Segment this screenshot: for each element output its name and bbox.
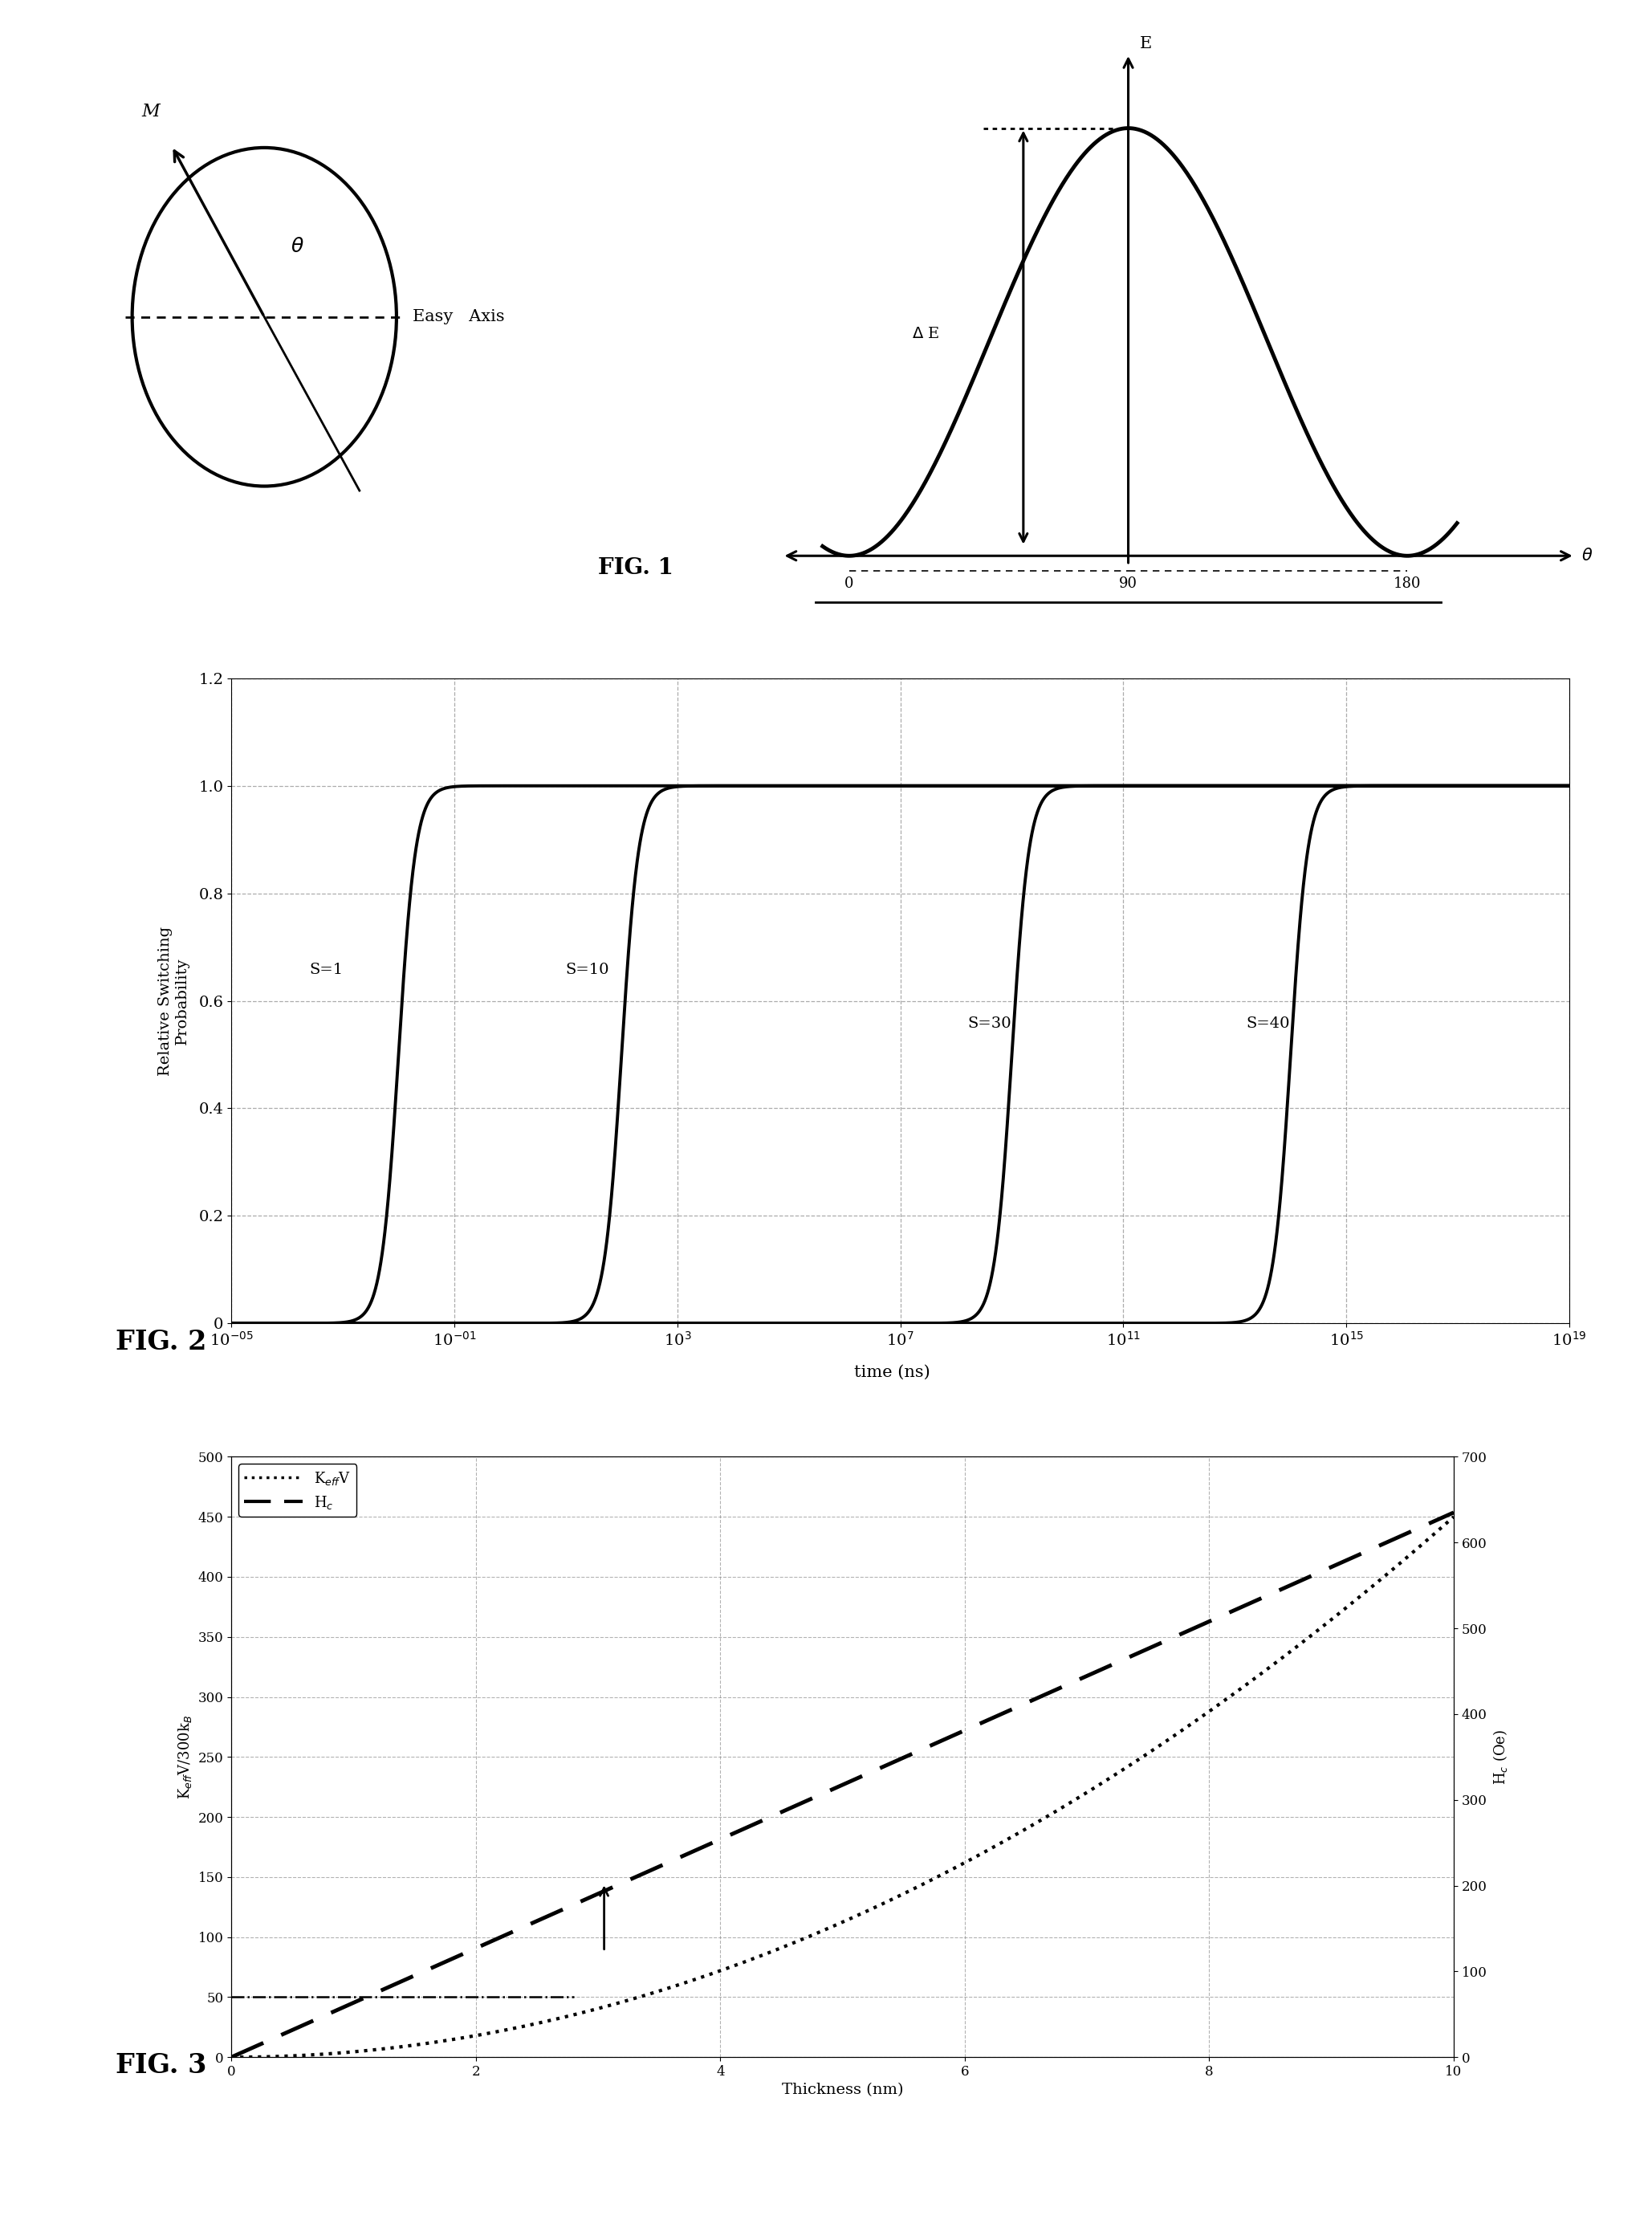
Text: S=1: S=1 xyxy=(309,963,344,976)
Text: FIG. 3: FIG. 3 xyxy=(116,2053,206,2079)
Text: S=40: S=40 xyxy=(1246,1016,1290,1032)
Y-axis label: K$_{eff}$V/300k$_{B}$: K$_{eff}$V/300k$_{B}$ xyxy=(177,1715,193,1799)
Text: Easy   Axis: Easy Axis xyxy=(413,309,504,325)
Y-axis label: H$_c$ (Oe): H$_c$ (Oe) xyxy=(1492,1730,1510,1784)
Text: S=30: S=30 xyxy=(966,1016,1011,1032)
X-axis label: Thickness (nm): Thickness (nm) xyxy=(781,2084,904,2097)
Y-axis label: Relative Switching
Probability: Relative Switching Probability xyxy=(159,925,190,1076)
Text: E: E xyxy=(1140,36,1151,51)
Legend: K$_{eff}$V, H$_c$: K$_{eff}$V, H$_c$ xyxy=(238,1463,357,1517)
Text: $\theta$: $\theta$ xyxy=(1581,547,1593,565)
Text: M: M xyxy=(142,102,160,120)
Text: time (ns): time (ns) xyxy=(854,1366,930,1379)
Text: S=10: S=10 xyxy=(565,963,610,976)
Text: $\Delta$ E: $\Delta$ E xyxy=(912,327,938,342)
Text: $\theta$: $\theta$ xyxy=(291,238,304,256)
Text: 0: 0 xyxy=(844,576,854,592)
Text: 180: 180 xyxy=(1394,576,1421,592)
Text: FIG. 2: FIG. 2 xyxy=(116,1330,206,1357)
Text: FIG. 1: FIG. 1 xyxy=(598,556,674,578)
Text: 90: 90 xyxy=(1118,576,1138,592)
